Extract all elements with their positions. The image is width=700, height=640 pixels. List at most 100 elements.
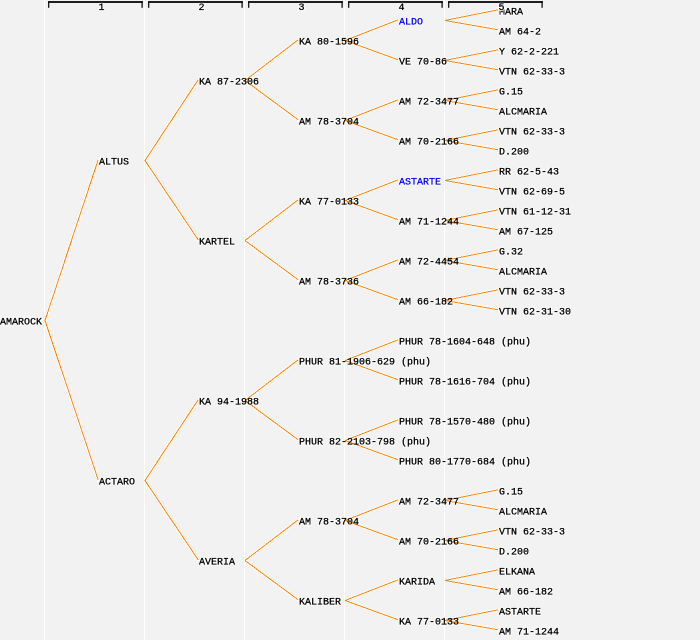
svg-text:D.200: D.200 <box>499 548 529 559</box>
svg-text:AM 66-182: AM 66-182 <box>499 588 553 599</box>
svg-text:G.15: G.15 <box>499 88 523 99</box>
svg-text:AMAROCK: AMAROCK <box>0 318 42 329</box>
svg-text:ASTARTE: ASTARTE <box>499 608 541 619</box>
svg-text:MARA: MARA <box>499 8 523 19</box>
svg-text:AM 67-125: AM 67-125 <box>499 228 553 239</box>
svg-text:ALTUS: ALTUS <box>99 158 129 169</box>
svg-text:2: 2 <box>198 3 204 14</box>
svg-text:VTN 62-31-30: VTN 62-31-30 <box>499 308 571 319</box>
svg-text:AM 72-3477: AM 72-3477 <box>399 498 459 509</box>
svg-text:AM 71-1244: AM 71-1244 <box>499 628 559 639</box>
svg-text:RR 62-5-43: RR 62-5-43 <box>499 168 559 179</box>
svg-text:AM 67-125: AM 67-125 <box>499 228 553 239</box>
svg-text:PHUR 78-1604-648 (phu): PHUR 78-1604-648 (phu) <box>399 337 531 349</box>
svg-text:PHUR 80-1770-684 (phu): PHUR 80-1770-684 (phu) <box>399 457 531 469</box>
svg-text:VTN 62-33-3: VTN 62-33-3 <box>499 68 565 79</box>
svg-text:G.15: G.15 <box>499 88 523 99</box>
svg-text:MARA: MARA <box>499 8 523 19</box>
svg-text:VTN 62-33-3: VTN 62-33-3 <box>499 68 565 79</box>
svg-text:VTN 61-12-31: VTN 61-12-31 <box>499 208 571 219</box>
svg-text:PHUR 81-1906-629 (phu): PHUR 81-1906-629 (phu) <box>299 357 431 369</box>
svg-text:AM 70-2166: AM 70-2166 <box>399 138 459 149</box>
svg-text:AM 64-2: AM 64-2 <box>499 28 541 39</box>
svg-text:KARTEL: KARTEL <box>199 238 235 249</box>
svg-text:G.15: G.15 <box>499 488 523 499</box>
svg-text:AM 70-2166: AM 70-2166 <box>399 538 459 549</box>
svg-text:3: 3 <box>298 3 304 14</box>
svg-text:VTN 62-33-3: VTN 62-33-3 <box>499 528 565 539</box>
svg-text:AM 72-3477: AM 72-3477 <box>399 98 459 109</box>
svg-text:G.15: G.15 <box>499 488 523 499</box>
svg-text:VTN 62-33-3: VTN 62-33-3 <box>499 288 565 299</box>
svg-text:VTN 62-69-5: VTN 62-69-5 <box>499 188 565 199</box>
svg-text:AM 78-3736: AM 78-3736 <box>299 278 359 289</box>
svg-text:5: 5 <box>498 3 504 14</box>
svg-text:PHUR 81-1906-629 (phu): PHUR 81-1906-629 (phu) <box>299 357 431 369</box>
svg-text:5: 5 <box>498 3 504 14</box>
svg-text:AVERIA: AVERIA <box>199 558 235 569</box>
svg-text:KA 87-2306: KA 87-2306 <box>199 78 259 89</box>
svg-text:PHUR 80-1770-684 (phu): PHUR 80-1770-684 (phu) <box>399 457 531 469</box>
svg-text:KARIDA: KARIDA <box>399 578 435 589</box>
svg-text:ALDO: ALDO <box>399 18 423 29</box>
svg-text:ALTUS: ALTUS <box>99 158 129 169</box>
svg-text:PHUR 78-1604-648 (phu): PHUR 78-1604-648 (phu) <box>399 337 531 349</box>
svg-text:PHUR 78-1616-704 (phu): PHUR 78-1616-704 (phu) <box>399 377 531 389</box>
svg-text:D.200: D.200 <box>499 148 529 159</box>
svg-text:PHUR 78-1616-704 (phu): PHUR 78-1616-704 (phu) <box>399 377 531 389</box>
svg-text:AVERIA: AVERIA <box>199 558 235 569</box>
svg-text:AM 64-2: AM 64-2 <box>499 28 541 39</box>
svg-text:VTN 62-33-3: VTN 62-33-3 <box>499 528 565 539</box>
svg-text:AM 78-3704: AM 78-3704 <box>299 118 359 129</box>
svg-text:AM 66-182: AM 66-182 <box>399 298 453 309</box>
svg-text:ASTARTE: ASTARTE <box>499 608 541 619</box>
svg-text:ELKANA: ELKANA <box>499 568 535 579</box>
svg-text:1: 1 <box>98 3 104 14</box>
svg-text:VE 70-86: VE 70-86 <box>399 58 447 69</box>
svg-text:ALCMARIA: ALCMARIA <box>499 268 547 279</box>
svg-text:KA 94-1988: KA 94-1988 <box>199 398 259 409</box>
svg-text:G.32: G.32 <box>499 248 523 259</box>
svg-text:KALIBER: KALIBER <box>299 598 341 609</box>
svg-text:ASTARTE: ASTARTE <box>399 178 441 189</box>
svg-text:1: 1 <box>98 3 104 14</box>
svg-text:PHUR 78-1570-480 (phu): PHUR 78-1570-480 (phu) <box>399 417 531 429</box>
svg-text:ACTARO: ACTARO <box>99 478 135 489</box>
svg-text:RR 62-5-43: RR 62-5-43 <box>499 168 559 179</box>
svg-text:4: 4 <box>398 3 404 14</box>
svg-text:KARTEL: KARTEL <box>199 238 235 249</box>
svg-text:PHUR 82-2103-798 (phu): PHUR 82-2103-798 (phu) <box>299 437 431 449</box>
svg-text:AM 66-182: AM 66-182 <box>399 298 453 309</box>
svg-text:2: 2 <box>198 3 204 14</box>
svg-text:AM 66-182: AM 66-182 <box>499 588 553 599</box>
svg-text:PHUR 82-2103-798 (phu): PHUR 82-2103-798 (phu) <box>299 437 431 449</box>
svg-text:ALCMARIA: ALCMARIA <box>499 508 547 519</box>
svg-text:AM 78-3704: AM 78-3704 <box>299 518 359 529</box>
svg-text:4: 4 <box>398 3 404 14</box>
svg-text:ASTARTE: ASTARTE <box>399 178 441 189</box>
svg-text:ALCMARIA: ALCMARIA <box>499 108 547 119</box>
svg-text:VE 70-86: VE 70-86 <box>399 58 447 69</box>
svg-text:ALDO: ALDO <box>399 18 423 29</box>
svg-text:VTN 62-33-3: VTN 62-33-3 <box>499 128 565 139</box>
svg-text:AM 72-4454: AM 72-4454 <box>399 258 459 269</box>
svg-text:AMAROCK: AMAROCK <box>0 318 42 329</box>
svg-text:VTN 62-33-3: VTN 62-33-3 <box>499 288 565 299</box>
svg-text:VTN 62-69-5: VTN 62-69-5 <box>499 188 565 199</box>
svg-text:D.200: D.200 <box>499 148 529 159</box>
svg-text:ELKANA: ELKANA <box>499 568 535 579</box>
svg-text:KA 77-0133: KA 77-0133 <box>399 618 459 629</box>
svg-text:ALCMARIA: ALCMARIA <box>499 108 547 119</box>
svg-text:KALIBER: KALIBER <box>299 598 341 609</box>
svg-text:VTN 62-31-30: VTN 62-31-30 <box>499 308 571 319</box>
svg-text:ALCMARIA: ALCMARIA <box>499 268 547 279</box>
svg-text:Y 62-2-221: Y 62-2-221 <box>499 48 559 59</box>
svg-text:AM 71-1244: AM 71-1244 <box>499 628 559 639</box>
svg-text:PHUR 78-1570-480 (phu): PHUR 78-1570-480 (phu) <box>399 417 531 429</box>
svg-text:VTN 62-33-3: VTN 62-33-3 <box>499 128 565 139</box>
svg-text:KA 77-0133: KA 77-0133 <box>299 198 359 209</box>
svg-text:VTN 61-12-31: VTN 61-12-31 <box>499 208 571 219</box>
svg-text:KA 80-1596: KA 80-1596 <box>299 38 359 49</box>
svg-text:AM 71-1244: AM 71-1244 <box>399 218 459 229</box>
svg-text:ACTARO: ACTARO <box>99 478 135 489</box>
